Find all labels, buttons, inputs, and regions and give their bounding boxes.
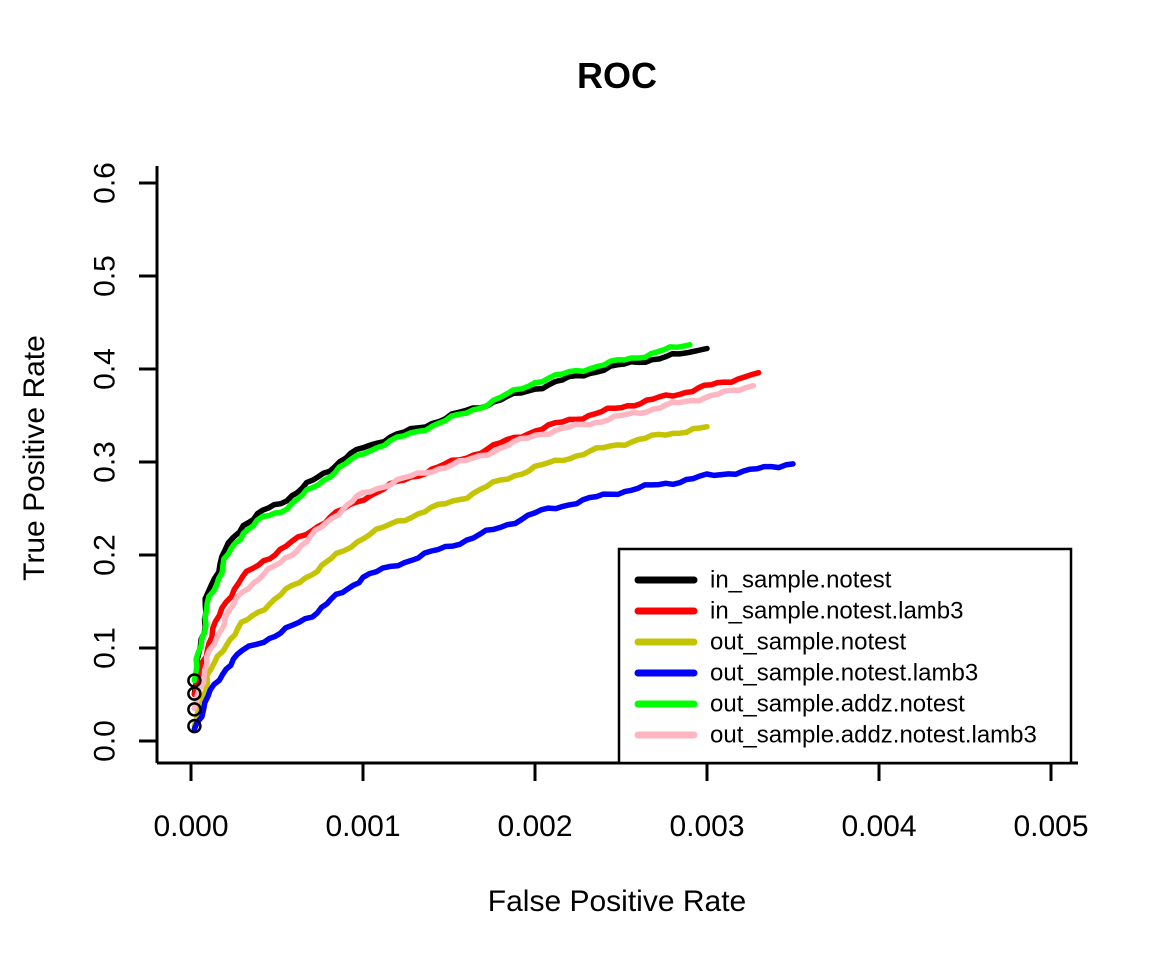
legend-item-label: out_sample.addz.notest.lamb3 bbox=[710, 722, 1037, 749]
y-tick-label: 0.5 bbox=[89, 255, 122, 297]
y-tick-label: 0.0 bbox=[89, 720, 122, 762]
roc-curves bbox=[191, 342, 796, 732]
start-marker-circle bbox=[187, 686, 202, 701]
x-tick-label: 0.002 bbox=[497, 810, 572, 843]
legend-item: out_sample.addz.notest bbox=[634, 691, 965, 718]
roc-curve-out_sample.addz.notest.lamb3 bbox=[191, 382, 757, 712]
legend-box bbox=[617, 547, 1073, 765]
roc-curve-out_sample.notest.lamb3 bbox=[191, 461, 796, 732]
roc-curve-out_sample.notest bbox=[191, 423, 710, 729]
x-tick-label: 0.004 bbox=[841, 810, 916, 843]
legend-item-label: in_sample.notest bbox=[710, 567, 892, 594]
legend-item: out_sample.addz.notest.lamb3 bbox=[634, 722, 1037, 749]
y-tick-label: 0.6 bbox=[89, 162, 122, 204]
y-tick-label: 0.2 bbox=[89, 534, 122, 576]
legend-item-label: out_sample.notest.lamb3 bbox=[710, 660, 978, 687]
y-tick-label: 0.4 bbox=[89, 348, 122, 390]
legend: in_sample.notest in_sample.notest.lamb3ou… bbox=[617, 547, 1073, 765]
legend-item: in_sample.notest.lamb3 bbox=[634, 598, 963, 625]
legend-item: out_sample.notest bbox=[634, 629, 906, 656]
y-axis-label: True Positive Rate bbox=[18, 335, 51, 581]
legend-item: in_sample.notest bbox=[634, 567, 892, 594]
legend-item-label: out_sample.addz.notest bbox=[710, 691, 965, 718]
x-axis-label: False Positive Rate bbox=[488, 885, 746, 918]
legend-item: out_sample.notest.lamb3 bbox=[634, 660, 978, 687]
x-tick-label: 0.005 bbox=[1013, 810, 1088, 843]
roc-curve-out_sample.addz.notest bbox=[191, 342, 693, 684]
y-tick-label: 0.3 bbox=[89, 441, 122, 483]
legend-item-label: in_sample.notest.lamb3 bbox=[710, 598, 963, 625]
start-marker-circle bbox=[187, 702, 202, 717]
x-tick-label: 0.003 bbox=[669, 810, 744, 843]
axes: 0.000 0.001 0.002 0.003 0.004 0.005 0.0 0.1 0.2 0… bbox=[89, 162, 1089, 843]
start-markers bbox=[187, 673, 202, 734]
y-tick-label: 0.1 bbox=[89, 627, 122, 669]
start-marker-circle bbox=[187, 718, 202, 734]
roc-curve-in_sample.notest bbox=[191, 345, 710, 697]
x-tick-label: 0.001 bbox=[325, 810, 400, 843]
legend-item-label: out_sample.notest bbox=[710, 629, 906, 656]
x-tick-label: 0.000 bbox=[153, 810, 228, 843]
chart-title: ROC bbox=[577, 55, 657, 96]
